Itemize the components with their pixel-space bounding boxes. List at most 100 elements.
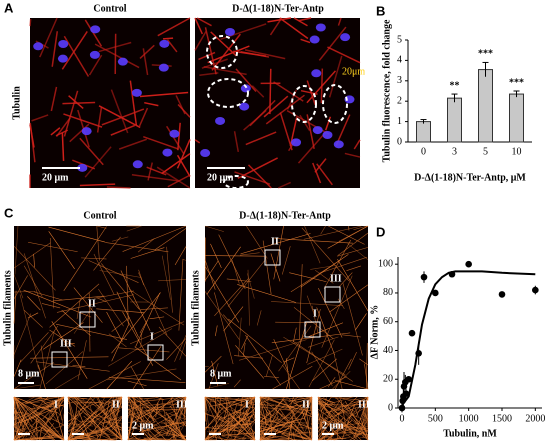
filament: [305, 410, 313, 432]
filament: [204, 396, 208, 411]
filament: [13, 290, 17, 324]
filament: [139, 396, 144, 434]
filament: [231, 260, 240, 284]
filament: [204, 415, 232, 441]
filament: [194, 139, 201, 144]
filament: [332, 370, 351, 390]
filament: [311, 351, 333, 387]
filament: [13, 396, 25, 409]
filament: [36, 399, 65, 407]
filament: [174, 335, 187, 362]
filament: [30, 325, 59, 364]
region-box: [79, 311, 96, 328]
filament: [209, 421, 236, 441]
filament: [290, 259, 341, 293]
filament: [63, 35, 90, 77]
filament: [149, 424, 185, 441]
filament: [329, 284, 369, 313]
nucleus: [159, 39, 170, 48]
filament: [259, 410, 269, 424]
filament: [256, 310, 262, 326]
y-tick-label: 3: [397, 75, 402, 86]
point: [405, 375, 412, 383]
filament: [59, 408, 63, 421]
filament: [335, 397, 369, 432]
filament: [206, 246, 241, 295]
filament: [104, 419, 123, 429]
scale-label: 2 μm: [132, 420, 154, 431]
filament: [216, 399, 256, 441]
nucleus: [309, 35, 320, 44]
filament: [139, 320, 148, 334]
filament: [34, 291, 63, 301]
filament: [140, 307, 168, 310]
filament: [179, 340, 187, 360]
filament: [130, 366, 144, 390]
filament: [33, 415, 65, 441]
filament: [84, 412, 101, 420]
filament: [326, 438, 347, 441]
filament: [13, 407, 40, 426]
filament: [127, 427, 151, 432]
x-axis-label: Tubulin, nM: [443, 428, 497, 439]
filament: [158, 279, 187, 282]
filament: [38, 398, 62, 416]
filament: [243, 411, 253, 417]
filament: [42, 425, 51, 437]
filament: [341, 334, 361, 338]
filament: [259, 396, 265, 439]
filament: [70, 427, 99, 440]
filament: [48, 231, 75, 270]
filament: [259, 396, 267, 426]
bar: [447, 97, 462, 143]
filament: [259, 420, 296, 432]
filament: [320, 225, 326, 235]
filament: [262, 240, 272, 295]
significance: **: [450, 80, 460, 91]
filament: [127, 428, 131, 432]
filament: [108, 376, 186, 383]
filament: [327, 225, 369, 249]
filament: [14, 396, 56, 438]
filament: [223, 306, 244, 332]
filament: [172, 429, 187, 441]
filament: [270, 253, 281, 282]
filament: [14, 396, 29, 430]
filament: [28, 406, 63, 441]
filament: [67, 430, 106, 441]
filament: [204, 396, 221, 421]
filament: [73, 287, 103, 323]
filament: [267, 396, 281, 405]
point: [448, 270, 456, 278]
y-tick-label: 0: [397, 136, 402, 147]
filament: [88, 293, 91, 352]
filament: [176, 154, 191, 177]
filament: [238, 317, 242, 357]
nucleus: [215, 116, 226, 125]
highlight: [291, 85, 317, 123]
filament: [67, 396, 100, 407]
filament: [306, 114, 315, 150]
filament: [138, 397, 150, 409]
point: [415, 350, 422, 357]
filament: [242, 397, 248, 416]
row-label: Tubulin filaments: [2, 270, 13, 346]
filament: [169, 396, 185, 404]
bar: [478, 69, 493, 143]
filament: [211, 419, 224, 435]
filament: [281, 246, 291, 275]
filament: [120, 270, 151, 331]
region-label: II: [112, 399, 120, 410]
filament: [279, 396, 313, 431]
filament: [77, 423, 92, 441]
filament: [312, 358, 337, 382]
filament: [239, 396, 255, 412]
filament: [194, 31, 207, 51]
filament: [204, 396, 226, 408]
filament: [111, 325, 129, 362]
filament: [218, 234, 246, 290]
filament: [279, 17, 309, 40]
filament: [211, 360, 219, 386]
micrograph: [195, 18, 360, 188]
filament: [84, 146, 112, 178]
